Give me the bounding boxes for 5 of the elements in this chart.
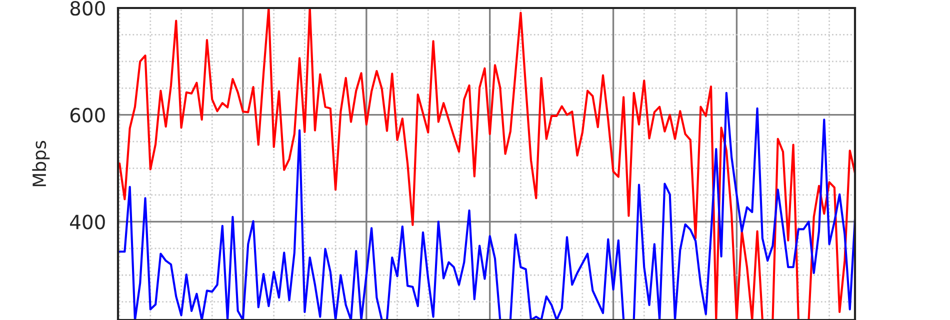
y-tick-label: 600 — [70, 108, 105, 123]
y-axis-title: Mbps — [32, 140, 50, 186]
line-series — [118, 8, 855, 320]
y-tick-label: 800 — [70, 0, 105, 16]
y-tick-label: 400 — [70, 214, 105, 230]
